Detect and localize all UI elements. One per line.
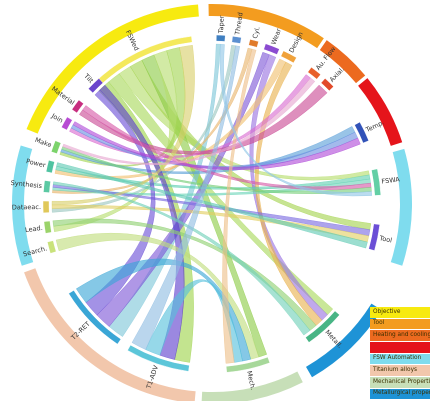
node-label: Synthesis xyxy=(10,179,43,190)
node-arc xyxy=(68,290,122,345)
legend-swatch xyxy=(370,353,430,365)
node-label: FSWA xyxy=(381,175,401,185)
chord-ribbon xyxy=(61,146,372,194)
chord-ribbon xyxy=(72,121,361,171)
node-label: Design xyxy=(287,31,304,55)
chord-ribbon xyxy=(52,218,317,331)
legend-swatch xyxy=(370,377,430,388)
node-label: Dataeac. xyxy=(12,203,41,212)
node-label: Cyl. xyxy=(251,26,262,40)
legend-item: Tool xyxy=(370,318,430,330)
node-arc xyxy=(45,160,55,174)
node-arcs xyxy=(42,34,381,373)
node-arc xyxy=(263,43,280,55)
node-label: Tilt xyxy=(82,71,96,85)
legend-item: Mechanical Properties xyxy=(370,377,430,388)
node-arc xyxy=(216,34,226,42)
chord-ribbon xyxy=(79,84,328,155)
chord-ribbon xyxy=(56,162,368,249)
node-label: Thread xyxy=(233,12,244,37)
node-arc xyxy=(51,140,62,154)
legend-item: FSW Automation xyxy=(370,353,430,365)
node-arc xyxy=(43,220,52,234)
legend-swatch xyxy=(370,365,430,376)
chord-ribbon xyxy=(219,44,372,197)
chord-ribbon xyxy=(99,84,185,360)
group-legend: Objective Tool Heating and cooling FSW Auto… xyxy=(370,307,430,401)
legend-item: Titanium alloys xyxy=(370,365,430,376)
outer-group-ring xyxy=(11,3,412,401)
node-label: Temp. xyxy=(364,118,386,134)
legend-label: FSW Automation xyxy=(373,355,422,362)
node-arc xyxy=(307,66,321,80)
node-arc xyxy=(368,223,380,251)
chord-ribbon xyxy=(54,58,287,180)
legend-item: Metallurgical properties xyxy=(370,388,430,400)
node-arc xyxy=(320,78,334,92)
legend-label: Heating and cooling xyxy=(373,331,430,338)
node-label: Taper xyxy=(217,15,226,34)
chord-links xyxy=(51,43,372,364)
node-arc xyxy=(305,310,340,343)
legend-swatch xyxy=(370,318,430,330)
chord-ribbon xyxy=(249,54,328,321)
outer-ring-segment xyxy=(24,268,196,401)
node-arc xyxy=(225,356,271,373)
chord-ribbon xyxy=(145,279,243,363)
legend-label: Metallurgical properties xyxy=(373,390,430,397)
outer-ring-segment xyxy=(390,148,412,266)
node-arc xyxy=(354,121,369,144)
outer-ring-segment xyxy=(26,4,199,134)
legend-swatch xyxy=(370,388,430,400)
legend-label: Titanium alloys xyxy=(373,366,418,373)
legend-label: Tool xyxy=(373,320,385,327)
legend-label: Objective xyxy=(373,308,401,315)
outer-ring-segment xyxy=(358,78,403,146)
outer-ring-segment xyxy=(201,371,303,401)
outer-ring-segment xyxy=(208,3,324,49)
legend-label: Mechanical Properties xyxy=(373,378,430,385)
node-arc xyxy=(71,99,84,114)
node-label: Lead. xyxy=(25,224,44,234)
node-arc xyxy=(280,50,297,64)
legend-swatch xyxy=(370,342,430,353)
chord-ribbon xyxy=(52,181,311,336)
node-arc xyxy=(371,168,381,196)
chord-ribbon xyxy=(55,233,260,360)
node-arc xyxy=(127,344,190,372)
node-arc xyxy=(248,39,259,48)
legend-item xyxy=(370,342,430,353)
node-arc xyxy=(231,36,242,44)
node-label: Make xyxy=(34,136,53,149)
node-label: FSWed xyxy=(124,29,141,52)
legend-item: Heating and cooling xyxy=(370,330,430,341)
chord-ribbon xyxy=(82,105,372,190)
node-arc xyxy=(61,116,73,131)
legend-swatch xyxy=(370,330,430,341)
chord-ribbon xyxy=(62,77,316,166)
node-label: Metall. xyxy=(323,328,344,350)
chord-ribbon xyxy=(222,48,257,364)
node-label: Tool xyxy=(378,234,393,245)
legend-swatch xyxy=(370,307,430,318)
chord-ribbon xyxy=(131,45,241,350)
node-arc xyxy=(92,36,193,90)
node-arc xyxy=(42,200,50,214)
node-arc xyxy=(88,78,104,94)
outer-ring-segment xyxy=(306,303,382,378)
node-label: Power xyxy=(25,157,46,169)
node-label: Join xyxy=(49,111,64,124)
node-arc xyxy=(47,240,57,254)
chord-ribbon xyxy=(255,61,323,326)
node-label: Wear xyxy=(270,27,284,46)
chord-ribbon xyxy=(52,47,253,194)
legend-item: Objective xyxy=(370,307,430,318)
outer-ring-segment xyxy=(319,40,366,84)
chord-ribbon xyxy=(51,44,195,206)
outer-ring-segment xyxy=(11,145,34,266)
node-arc xyxy=(43,180,51,193)
node-label: Mech. xyxy=(245,370,257,391)
